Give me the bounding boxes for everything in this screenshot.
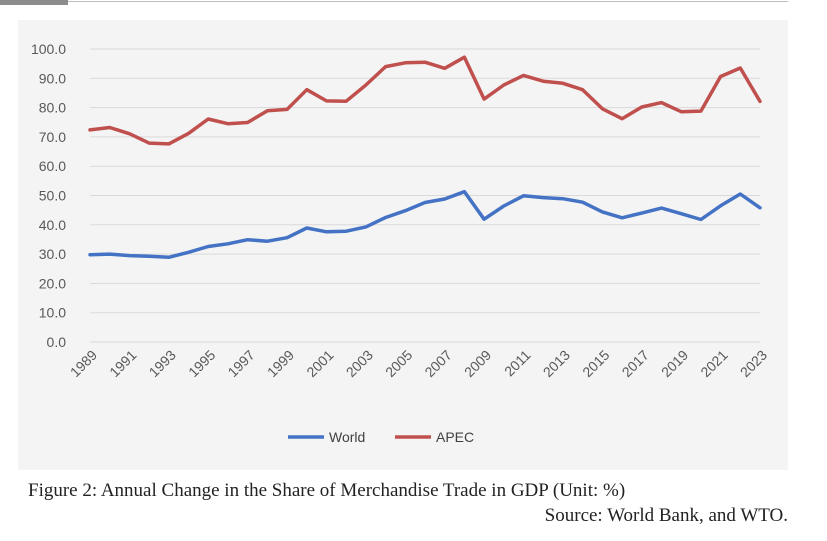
chart-panel: 0.0 10.0 20.0 30.0 40.0 50.0 60.0 70.0 80.0 90.0 1… [18,20,788,470]
caption-source: Source: World Bank, and WTO. [544,505,788,526]
legend-label-world: World [329,429,365,445]
y-tick-label: 30.0 [39,246,66,262]
x-tick-label: 1993 [146,347,179,380]
gridlines [90,48,760,343]
x-axis-tick-labels: 1989 1991 1993 1995 1997 1999 2001 2003 2005 2007… [67,347,770,380]
y-tick-label: 50.0 [39,188,66,204]
x-tick-label: 2019 [658,347,691,380]
x-tick-label: 1997 [224,347,257,380]
y-tick-label: 20.0 [39,275,66,291]
y-tick-label: 0.0 [47,334,67,350]
x-tick-label: 1991 [106,347,139,380]
x-tick-label: 2021 [697,347,730,380]
series-line-world [88,189,762,260]
series-line-apec [88,55,762,146]
caption-title: Figure 2: Annual Change in the Share of … [28,480,626,501]
x-tick-label: 2011 [501,347,534,380]
y-tick-label: 60.0 [39,158,66,174]
top-rule [68,1,788,2]
x-tick-label: 2001 [303,347,336,380]
x-tick-label: 1999 [264,347,297,380]
top-rule-dark [0,0,68,5]
y-tick-label: 90.0 [39,70,66,86]
figure-caption: Figure 2: Annual Change in the Share of … [28,478,788,528]
x-tick-label: 2005 [382,347,415,380]
x-tick-label: 2013 [540,347,573,380]
y-tick-label: 80.0 [39,100,66,116]
legend: World APEC [288,429,474,445]
x-tick-label: 1989 [67,347,100,380]
line-chart: 0.0 10.0 20.0 30.0 40.0 50.0 60.0 70.0 80.0 90.0 1… [31,41,770,445]
legend-label-apec: APEC [436,429,474,445]
x-tick-label: 2009 [461,347,494,380]
x-tick-label: 1995 [185,347,218,380]
x-tick-label: 2017 [619,347,652,380]
y-tick-label: 10.0 [39,305,66,321]
series-lines [88,55,762,260]
y-tick-label: 70.0 [39,129,66,145]
y-tick-label: 40.0 [39,217,66,233]
x-tick-label: 2007 [421,347,454,380]
x-tick-label: 2015 [579,347,612,380]
x-tick-label: 2003 [343,347,376,380]
y-axis-tick-labels: 0.0 10.0 20.0 30.0 40.0 50.0 60.0 70.0 80.0 90.0 1… [31,41,66,350]
x-tick-label: 2023 [737,347,770,380]
y-tick-label: 100.0 [31,41,66,57]
